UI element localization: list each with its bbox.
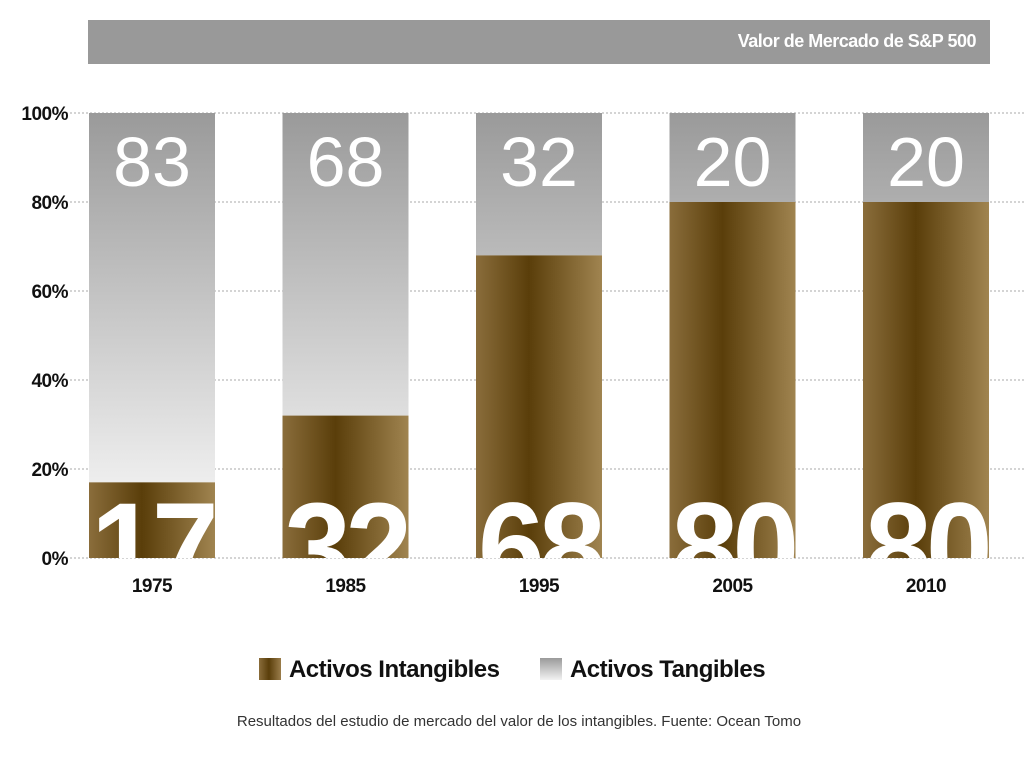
- bar-intangibles-1985: [282, 415, 409, 558]
- bar-tangibles-2010: [863, 113, 989, 202]
- data-label-intangibles: 17: [91, 477, 214, 620]
- y-tick-label: 20%: [31, 460, 68, 481]
- x-tick-label: 2005: [712, 576, 753, 597]
- y-tick-label: 0%: [42, 549, 69, 570]
- data-label-tangibles: 32: [500, 123, 578, 201]
- bar-intangibles-2010: [863, 202, 989, 558]
- bar-intangibles-1975: [89, 482, 215, 558]
- data-label-tangibles: 20: [887, 123, 965, 201]
- data-label-intangibles: 80: [672, 477, 795, 620]
- data-label-tangibles: 83: [113, 123, 191, 201]
- y-tick-label: 40%: [31, 371, 68, 392]
- bar-tangibles-1975: [89, 113, 215, 483]
- x-tick-label: 1975: [132, 576, 173, 597]
- legend-item-tangibles: Activos Tangibles: [539, 656, 766, 684]
- data-label-tangibles: 68: [307, 123, 385, 201]
- chart-title-bar: Valor de Mercado de S&P 500: [88, 20, 990, 64]
- y-tick-label: 60%: [31, 282, 68, 303]
- data-label-tangibles: 20: [694, 123, 772, 201]
- bar-intangibles-2005: [669, 202, 796, 558]
- bars-layer: 83 17 68 32 32 68 20 80 20 80: [89, 113, 989, 620]
- y-tick-label: 80%: [31, 193, 68, 214]
- y-axis: 0% 20% 40% 60% 80% 100%: [21, 104, 69, 570]
- chart-title: Valor de Mercado de S&P 500: [737, 31, 977, 51]
- data-label-intangibles: 32: [285, 477, 409, 620]
- legend-label-tangibles: Activos Tangibles: [569, 656, 766, 683]
- legend-label-intangibles: Activos Intangibles: [288, 656, 500, 683]
- footnote: Resultados del estudio de mercado del va…: [236, 713, 802, 730]
- x-tick-label: 1985: [325, 576, 366, 597]
- x-axis: 1975 1985 1995 2005 2010: [132, 576, 947, 597]
- data-label-intangibles: 68: [478, 477, 603, 620]
- data-label-intangibles: 80: [865, 477, 988, 620]
- bar-tangibles-1995: [476, 113, 602, 256]
- stacked-bar-chart: 0%20%40%60%80%100% 83176832326820802080 …: [21, 104, 1024, 620]
- legend-item-intangibles: Activos Intangibles: [258, 656, 500, 684]
- y-tick-label: 100%: [21, 104, 68, 125]
- x-tick-label: 2010: [906, 576, 946, 597]
- legend: Activos Intangibles Activos Tangibles: [0, 656, 1024, 684]
- bar-intangibles-1995: [476, 255, 602, 558]
- legend-swatch-intangibles: [258, 658, 281, 680]
- x-tick-label: 1995: [519, 576, 560, 597]
- bar-tangibles-1985: [282, 113, 409, 416]
- bar-tangibles-2005: [669, 113, 796, 202]
- legend-swatch-tangibles: [539, 658, 562, 680]
